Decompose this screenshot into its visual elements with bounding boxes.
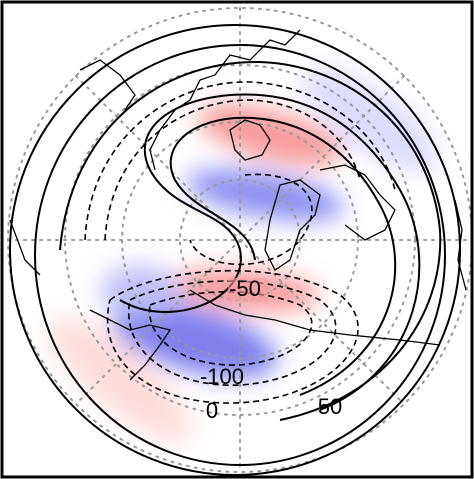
contour-label: -50 [229, 276, 261, 301]
meridian [75, 75, 405, 405]
anomaly-shading [48, 67, 438, 443]
coastline [79, 59, 136, 111]
anomaly-negative [186, 169, 344, 221]
contour-label: 50 [318, 394, 342, 419]
contour-line [148, 291, 313, 366]
latitude-circles [7, 7, 471, 473]
contour-line [9, 24, 461, 476]
anomaly-positive [48, 317, 192, 443]
contour-label: -100 [200, 364, 244, 389]
contour-line [84, 81, 396, 241]
contour-line [106, 269, 359, 404]
contour-line [169, 116, 397, 396]
contour-line [189, 173, 313, 266]
contour-line [34, 44, 446, 466]
contour-label: 0 [206, 398, 218, 423]
latitude-circle [179, 179, 301, 301]
coastline [89, 309, 172, 381]
anomaly-negative [100, 265, 180, 315]
contour-line [119, 93, 421, 411]
coastline [319, 164, 396, 241]
coastline [189, 289, 441, 346]
coastline [229, 119, 271, 161]
coastline [149, 29, 301, 171]
contour-line [127, 280, 337, 386]
label-backdrop [228, 278, 268, 302]
map-area: -50 -100 0 50 [7, 7, 471, 476]
anomaly-positive [197, 104, 343, 166]
anomaly-negative [302, 67, 438, 173]
contours [9, 24, 461, 476]
contour-line [104, 99, 361, 241]
contour-line [59, 60, 442, 421]
